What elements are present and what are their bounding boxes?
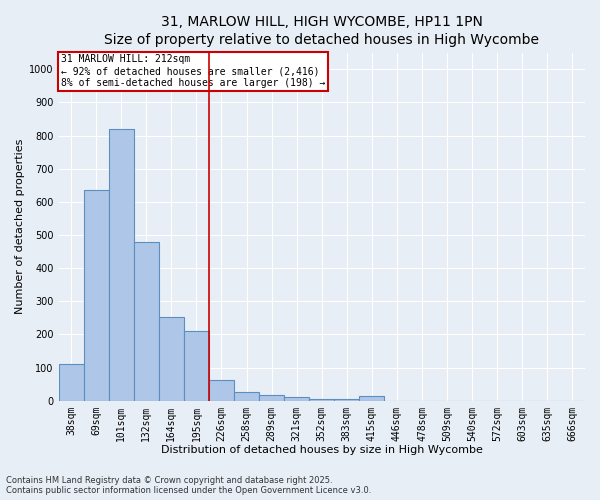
Bar (109, 129, 134, 400)
Bar (359, 396, 385, 400)
Text: 31 MARLOW HILL: 212sqm
← 92% of detached houses are smaller (2,416)
8% of semi-d: 31 MARLOW HILL: 212sqm ← 92% of detached… (61, 54, 326, 88)
Bar (159, 317, 184, 400)
Bar (134, 242, 159, 400)
X-axis label: Distribution of detached houses by size in High Wycombe: Distribution of detached houses by size … (161, 445, 483, 455)
Title: 31, MARLOW HILL, HIGH WYCOMBE, HP11 1PN
Size of property relative to detached ho: 31, MARLOW HILL, HIGH WYCOMBE, HP11 1PN … (104, 15, 539, 48)
Bar (334, 399, 359, 400)
Bar (209, 380, 234, 400)
Text: Contains HM Land Registry data © Crown copyright and database right 2025.
Contai: Contains HM Land Registry data © Crown c… (6, 476, 371, 495)
Bar (184, 331, 209, 400)
Y-axis label: Number of detached properties: Number of detached properties (15, 139, 25, 314)
Bar (284, 398, 309, 400)
Bar (309, 399, 334, 400)
Bar (83, 190, 109, 400)
Bar (59, 364, 83, 400)
Bar (234, 392, 259, 400)
Bar (259, 395, 284, 400)
